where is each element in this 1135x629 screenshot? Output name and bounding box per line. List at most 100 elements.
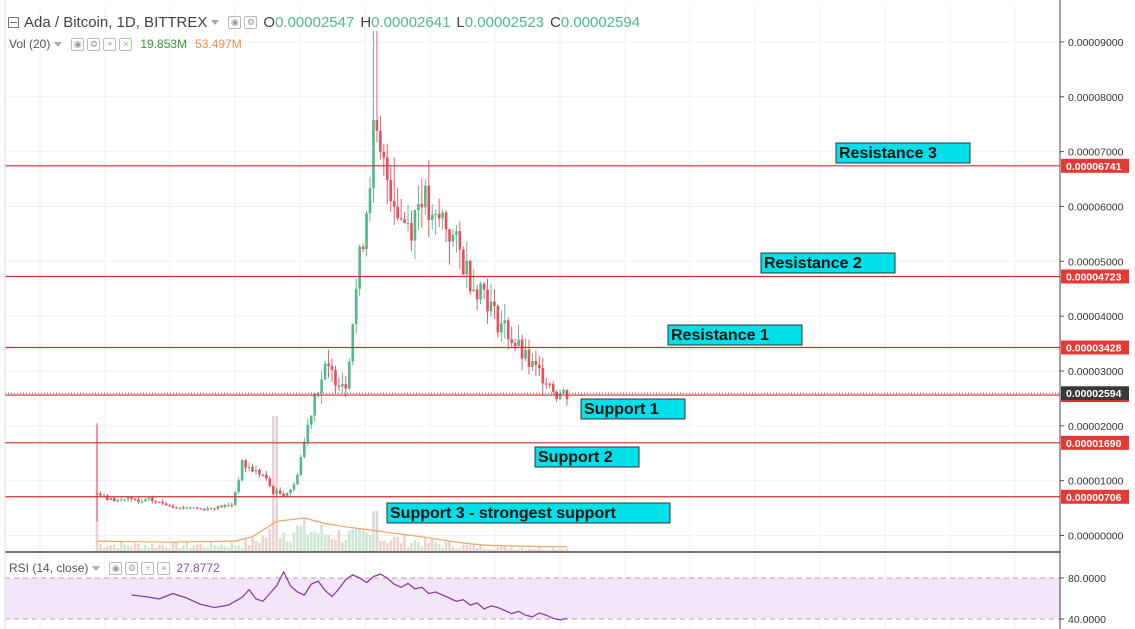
volume-bar [164, 547, 168, 551]
level-price-tag-bg [1061, 158, 1129, 173]
candle-body [123, 499, 126, 501]
candle-body [544, 383, 548, 385]
level-price-tag: 0.00006741 [1061, 158, 1129, 173]
level-annotation-text: Support 3 - strongest support [390, 505, 616, 522]
level-annotation-text: Support 2 [538, 449, 613, 466]
candle-body [500, 323, 503, 333]
level-annotation-text: Resistance 2 [764, 255, 862, 272]
volume-bar [244, 538, 247, 551]
volume-bar [316, 533, 320, 551]
volume-bar [385, 543, 389, 551]
volume-bar [444, 541, 448, 551]
candle-body [178, 507, 182, 509]
volume-bar [106, 546, 109, 551]
level-annotation-box [835, 142, 971, 164]
candle-body [292, 484, 296, 490]
volume-bar [555, 549, 558, 551]
rsi-header: RSI (14, close) ◉ ⚙ + × 27.8772 [9, 561, 220, 575]
current-price-tag-bg [1061, 386, 1129, 401]
level-annotation-box [534, 446, 640, 468]
candle-body [385, 157, 389, 181]
candle-body [337, 385, 341, 387]
volume-bar [551, 547, 555, 551]
candle-body [531, 360, 534, 367]
candle-body [199, 508, 202, 510]
y-tick-label: 0.00002000 [1068, 421, 1124, 433]
candle-body [303, 442, 306, 458]
volume-bar [168, 548, 171, 551]
candle-body [379, 130, 382, 152]
y-axis: 0.00009000 0.00008000 0.00007000 0.00006000… [1060, 37, 1124, 543]
candle-body [133, 498, 137, 500]
settings-icon[interactable]: ⚙ [125, 561, 139, 575]
candle-body [486, 289, 489, 312]
volume-bar [475, 548, 479, 551]
candle-body [309, 415, 313, 425]
volume-bar [455, 548, 458, 551]
volume-bar [213, 545, 216, 551]
close-icon[interactable]: × [157, 561, 171, 575]
level-price-tag-bg [1061, 340, 1129, 355]
candle-body [171, 505, 175, 508]
candle-body [140, 501, 144, 503]
y-tick-label: 0.00000000 [1068, 531, 1124, 543]
candle-body [185, 507, 189, 509]
candle-body [306, 424, 310, 443]
volume-bar [565, 548, 569, 551]
candle-body [240, 460, 244, 481]
plus-icon[interactable]: + [141, 561, 155, 575]
volume-bar [150, 543, 154, 551]
volume-bar [154, 547, 158, 551]
volume-bar [126, 545, 130, 551]
candle-body [106, 495, 109, 501]
volume-bar [448, 541, 451, 551]
candle-body [161, 501, 164, 504]
candle-body [524, 349, 527, 359]
candle-body [220, 505, 223, 508]
volume-bar [479, 545, 482, 551]
volume-bar [268, 529, 272, 551]
volume-bar [558, 548, 562, 551]
candle-body [278, 490, 282, 494]
candle-body [527, 349, 531, 367]
eye-icon[interactable]: ◉ [109, 561, 123, 575]
candle-body [216, 505, 220, 510]
volume-bar [206, 547, 209, 551]
candle-body [517, 339, 520, 347]
volume-bar [347, 530, 351, 551]
candle-body [479, 283, 482, 300]
volume-bar [417, 542, 420, 551]
volume-bar [271, 416, 275, 551]
candle-body [116, 499, 120, 502]
volume-bar [202, 546, 206, 551]
candle-body [327, 363, 330, 367]
candle-body [254, 469, 258, 472]
volume-bar [282, 532, 285, 551]
volume-bar [424, 536, 427, 551]
candle-body [320, 379, 323, 393]
candle-body [410, 222, 413, 241]
candle-body [513, 342, 517, 347]
candle-body [109, 498, 113, 501]
volume-bar [399, 543, 403, 551]
rsi-label[interactable]: RSI (14, close) [9, 561, 89, 575]
candle-body [237, 480, 240, 492]
candle-body [548, 383, 552, 385]
candle-body [389, 180, 393, 202]
volume-bar [462, 544, 465, 551]
level-annotation-box [760, 252, 896, 274]
volume-bar [323, 534, 327, 551]
volume-bar [330, 538, 334, 551]
candle-body [510, 339, 514, 343]
candle-body [534, 360, 538, 365]
candle-body [520, 339, 524, 359]
level-annotation-text: Support 1 [584, 401, 659, 418]
candle-body [558, 393, 562, 399]
candle-body [247, 466, 251, 468]
chevron-down-icon[interactable] [92, 565, 101, 571]
volume-bar [434, 542, 437, 551]
volume-bar [237, 545, 240, 551]
volume-bar [358, 528, 361, 551]
volume-bar [185, 541, 189, 551]
